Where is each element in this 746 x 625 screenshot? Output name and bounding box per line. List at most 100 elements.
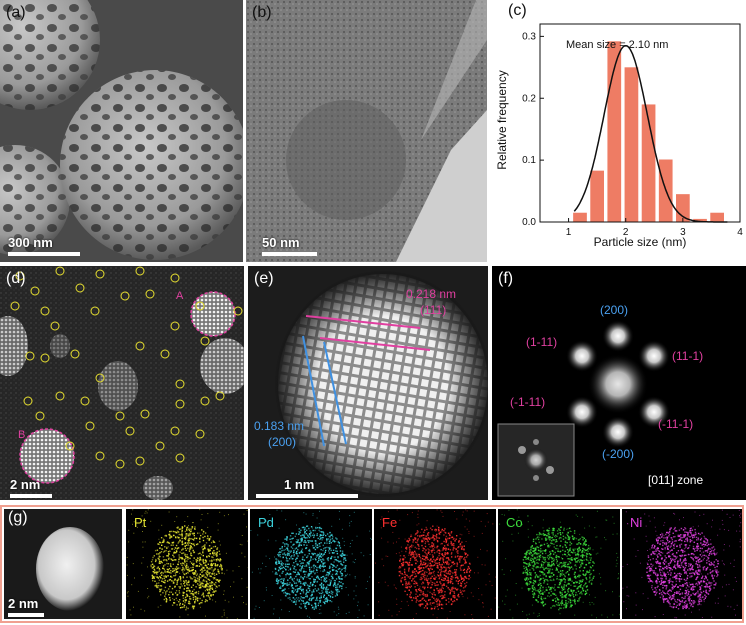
histogram-bar	[624, 67, 639, 222]
spot-m200: (-200)	[602, 447, 634, 461]
nanoparticle-marker	[50, 321, 60, 331]
nanoparticle-marker	[135, 266, 145, 276]
nanoparticle-marker	[70, 349, 80, 359]
hrtem-image: 0.218 nm (111) 0.183 nm (200)	[248, 266, 488, 500]
scale-bar: 2 nm	[10, 476, 80, 498]
spot-m11-1: (-11-1)	[658, 417, 693, 431]
x-axis-title: Particle size (nm)	[594, 235, 687, 249]
haadf-particle-image: 2 nm	[4, 509, 122, 619]
panel-e-hrtem-image: 0.218 nm (111) 0.183 nm (200) (e) 1 nm	[248, 266, 488, 500]
eds-map-fe: Fe	[374, 509, 496, 619]
nanoparticle-marker	[90, 306, 100, 316]
element-label: Ni	[630, 515, 643, 530]
plane-200-label: (200)	[268, 435, 296, 449]
histogram-bar	[590, 170, 604, 222]
spot-m1-11: (-1-11)	[510, 395, 545, 409]
x-tick-label: 3	[680, 227, 686, 238]
scale-bar-label: 300 nm	[8, 235, 53, 250]
nanoparticle-marker	[170, 273, 180, 283]
nanoparticle-marker	[155, 441, 165, 451]
nanoparticle-marker	[30, 286, 40, 296]
nanoparticle-marker	[10, 301, 20, 311]
nanoparticle-marker	[233, 306, 243, 316]
spot-200: (200)	[600, 303, 628, 317]
eds-map-co: Co	[498, 509, 620, 619]
scale-bar: 50 nm	[262, 232, 342, 256]
nanoparticle-marker	[200, 396, 210, 406]
eds-map-ni: Ni	[622, 509, 742, 619]
spacing-111-label: 0.218 nm	[406, 287, 456, 301]
mean-size-annotation: Mean size = 2.10 nm	[566, 39, 668, 51]
tem-image	[246, 0, 487, 262]
scale-bar-label: 2 nm	[8, 596, 39, 611]
nanoparticle-marker	[170, 321, 180, 331]
nanoparticle-marker	[195, 301, 205, 311]
nanoparticle-marker	[40, 306, 50, 316]
scale-bar: 1 nm	[256, 472, 376, 498]
nanoparticle-marker	[170, 426, 180, 436]
scale-bar-label: 2 nm	[10, 477, 41, 492]
panel-c-histogram: 1 2 3 4 0.0 0.1 0.2 0.3 Mean size = 2.10 nm Par…	[490, 0, 746, 262]
nanoparticle-marker	[95, 269, 105, 279]
element-label: Co	[506, 515, 523, 530]
plane-111-label: (111)	[420, 303, 446, 317]
nanoparticle-marker	[25, 351, 35, 361]
nanoparticle-marker	[75, 283, 85, 293]
nanoparticle-marker	[95, 373, 105, 383]
nanoparticle-marker	[65, 441, 75, 451]
nanoparticle-marker	[140, 409, 150, 419]
nanoparticle-marker	[55, 391, 65, 401]
nanoparticle-marker	[175, 379, 185, 389]
x-tick-label: 4	[737, 227, 743, 238]
nanoparticle-marker	[15, 271, 25, 281]
sem-image	[0, 0, 243, 262]
nanoparticle-marker	[135, 341, 145, 351]
fft-pattern: (200) (1-11) (11-1) (-1-11) (-11-1) (-20…	[492, 266, 746, 500]
nanoparticle-marker	[115, 411, 125, 421]
histogram-bar	[693, 218, 707, 222]
panel-label: (d)	[6, 270, 26, 287]
histogram-bar	[710, 212, 724, 222]
panel-label: (a)	[6, 4, 26, 21]
nanoparticle-marker	[135, 456, 145, 466]
panel-b-tem-image: (b) 50 nm	[246, 0, 487, 262]
scale-bar-label: 1 nm	[284, 477, 315, 492]
histogram-bar	[607, 41, 622, 223]
particle-size-histogram: 1 2 3 4 0.0 0.1 0.2 0.3 Mean size = 2.10 nm Par…	[495, 23, 743, 249]
particle-marker-a: A	[176, 290, 184, 302]
nanoparticle-marker	[175, 399, 185, 409]
panel-label: (f)	[498, 270, 514, 287]
nanoparticle-marker	[120, 291, 130, 301]
y-axis-title: Relative frequency	[495, 70, 509, 169]
zone-axis-label: [011] zone	[648, 473, 703, 487]
panel-label: (g)	[8, 509, 28, 526]
element-label: Pd	[258, 515, 274, 530]
plot-frame	[539, 23, 741, 223]
nanoparticle-marker	[195, 429, 205, 439]
nanoparticle-marker	[40, 353, 50, 363]
panel-label: (e)	[254, 270, 274, 287]
spacing-200-label: 0.183 nm	[254, 419, 304, 433]
spot-11-1: (11-1)	[672, 349, 703, 363]
y-tick-label: 0.3	[522, 31, 536, 42]
nanoparticle-marker	[125, 426, 135, 436]
scale-bar: 2 nm	[8, 595, 68, 617]
histogram-bar	[676, 194, 690, 222]
nanoparticle-marker	[85, 421, 95, 431]
y-tick-label: 0.0	[522, 217, 536, 228]
haadf-image: A B	[0, 266, 244, 500]
spot-1-11: (1-11)	[526, 335, 557, 349]
element-label: Pt	[134, 515, 147, 530]
nanoparticle-marker	[23, 396, 33, 406]
nanoparticle-marker	[80, 396, 90, 406]
histogram-bar	[573, 212, 587, 222]
element-label: Fe	[382, 515, 398, 530]
panel-g-eds-mapping: 2 nm Pt Pd Fe Co Ni (g)	[0, 505, 744, 623]
nanoparticle-marker	[55, 266, 65, 276]
nanoparticle-marker	[160, 349, 170, 359]
panel-a-sem-image: (a) 300 nm	[0, 0, 243, 262]
nanoparticle-marker	[215, 391, 225, 401]
nanoparticle-marker	[35, 411, 45, 421]
nanoparticle-marker	[175, 453, 185, 463]
eds-map-pt: Pt	[126, 509, 248, 619]
